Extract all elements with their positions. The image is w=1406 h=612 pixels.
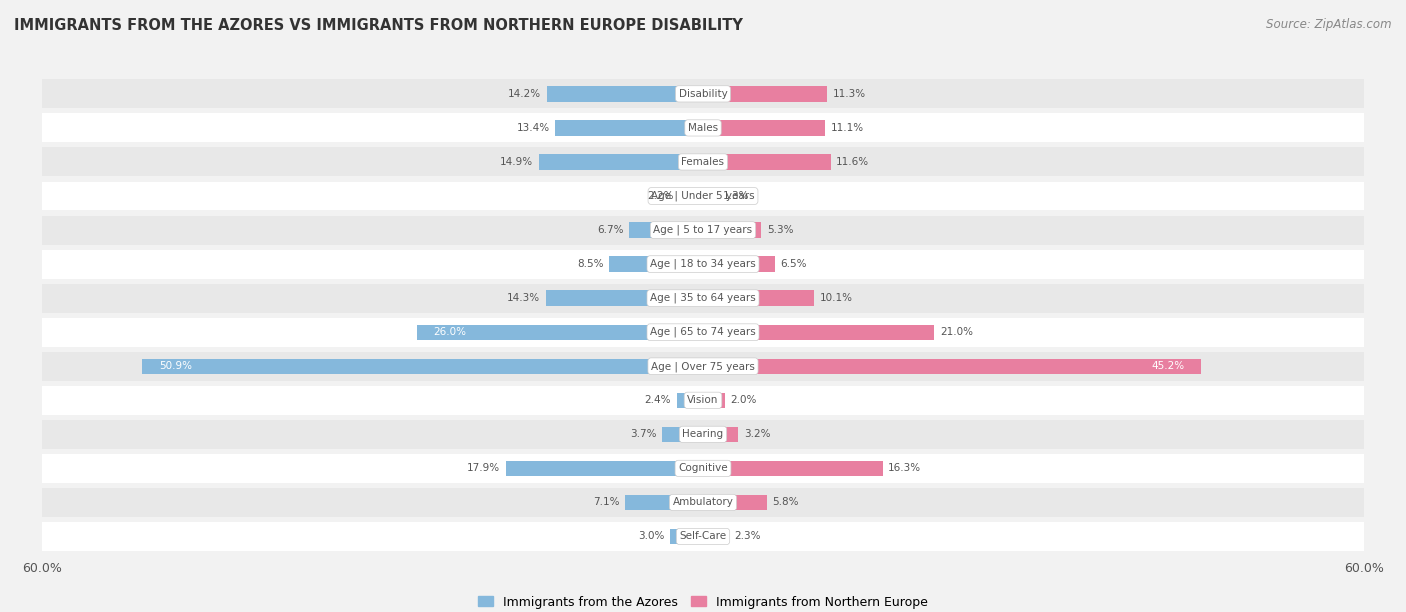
Text: 6.5%: 6.5%	[780, 259, 807, 269]
Bar	[555, 120, 703, 136]
Bar	[703, 256, 775, 272]
Bar	[42, 454, 1364, 483]
Bar	[624, 494, 703, 510]
Text: Disability: Disability	[679, 89, 727, 99]
Bar	[662, 427, 703, 442]
Bar	[547, 86, 703, 102]
Bar	[42, 318, 1364, 346]
Text: 14.2%: 14.2%	[508, 89, 541, 99]
Text: 11.6%: 11.6%	[837, 157, 869, 167]
Text: IMMIGRANTS FROM THE AZORES VS IMMIGRANTS FROM NORTHERN EUROPE DISABILITY: IMMIGRANTS FROM THE AZORES VS IMMIGRANTS…	[14, 18, 742, 34]
Bar	[42, 522, 1364, 551]
Bar	[703, 188, 717, 204]
Bar	[703, 86, 828, 102]
Bar	[42, 386, 1364, 415]
Text: 11.3%: 11.3%	[832, 89, 866, 99]
Text: Hearing: Hearing	[682, 430, 724, 439]
Bar	[609, 256, 703, 272]
Bar	[703, 359, 1201, 374]
Text: 21.0%: 21.0%	[939, 327, 973, 337]
Text: 3.0%: 3.0%	[638, 531, 665, 542]
Bar	[142, 359, 703, 374]
Text: 45.2%: 45.2%	[1152, 361, 1184, 371]
Text: Age | 18 to 34 years: Age | 18 to 34 years	[650, 259, 756, 269]
Bar	[42, 250, 1364, 278]
Bar	[676, 393, 703, 408]
Text: 26.0%: 26.0%	[433, 327, 467, 337]
Text: 7.1%: 7.1%	[593, 498, 619, 507]
Text: Vision: Vision	[688, 395, 718, 405]
Bar	[42, 215, 1364, 245]
Text: Age | Under 5 years: Age | Under 5 years	[651, 191, 755, 201]
Bar	[703, 461, 883, 476]
Bar	[703, 154, 831, 170]
Bar	[42, 352, 1364, 381]
Bar	[703, 222, 762, 237]
Text: Males: Males	[688, 123, 718, 133]
Text: Females: Females	[682, 157, 724, 167]
Bar	[42, 147, 1364, 176]
Bar	[42, 420, 1364, 449]
Bar	[42, 80, 1364, 108]
Text: Age | 65 to 74 years: Age | 65 to 74 years	[650, 327, 756, 337]
Bar	[703, 291, 814, 306]
Bar	[416, 324, 703, 340]
Bar	[679, 188, 703, 204]
Text: 2.0%: 2.0%	[731, 395, 756, 405]
Bar	[703, 427, 738, 442]
Text: 11.1%: 11.1%	[831, 123, 863, 133]
Text: 14.3%: 14.3%	[508, 293, 540, 303]
Bar	[703, 494, 766, 510]
Text: Cognitive: Cognitive	[678, 463, 728, 474]
Text: Source: ZipAtlas.com: Source: ZipAtlas.com	[1267, 18, 1392, 31]
Text: 1.3%: 1.3%	[723, 191, 749, 201]
Bar	[42, 488, 1364, 517]
Bar	[538, 154, 703, 170]
Bar	[703, 529, 728, 544]
Text: 50.9%: 50.9%	[159, 361, 193, 371]
Text: 5.8%: 5.8%	[772, 498, 799, 507]
Bar	[42, 182, 1364, 211]
Text: 2.2%: 2.2%	[647, 191, 673, 201]
Text: 16.3%: 16.3%	[889, 463, 921, 474]
Text: 2.3%: 2.3%	[734, 531, 761, 542]
Text: Self-Care: Self-Care	[679, 531, 727, 542]
Text: 2.4%: 2.4%	[644, 395, 671, 405]
Text: 8.5%: 8.5%	[578, 259, 605, 269]
Bar	[703, 324, 934, 340]
Text: Age | 35 to 64 years: Age | 35 to 64 years	[650, 293, 756, 304]
Text: 14.9%: 14.9%	[501, 157, 533, 167]
Bar	[703, 393, 725, 408]
Text: 5.3%: 5.3%	[766, 225, 793, 235]
Bar	[703, 120, 825, 136]
Bar	[630, 222, 703, 237]
Legend: Immigrants from the Azores, Immigrants from Northern Europe: Immigrants from the Azores, Immigrants f…	[474, 591, 932, 612]
Text: 13.4%: 13.4%	[517, 123, 550, 133]
Text: 3.7%: 3.7%	[630, 430, 657, 439]
Bar	[42, 284, 1364, 313]
Text: Age | Over 75 years: Age | Over 75 years	[651, 361, 755, 371]
Bar	[669, 529, 703, 544]
Text: Ambulatory: Ambulatory	[672, 498, 734, 507]
Text: 3.2%: 3.2%	[744, 430, 770, 439]
Bar	[546, 291, 703, 306]
Bar	[506, 461, 703, 476]
Text: Age | 5 to 17 years: Age | 5 to 17 years	[654, 225, 752, 235]
Bar	[42, 113, 1364, 143]
Text: 6.7%: 6.7%	[598, 225, 624, 235]
Text: 10.1%: 10.1%	[820, 293, 853, 303]
Text: 17.9%: 17.9%	[467, 463, 501, 474]
